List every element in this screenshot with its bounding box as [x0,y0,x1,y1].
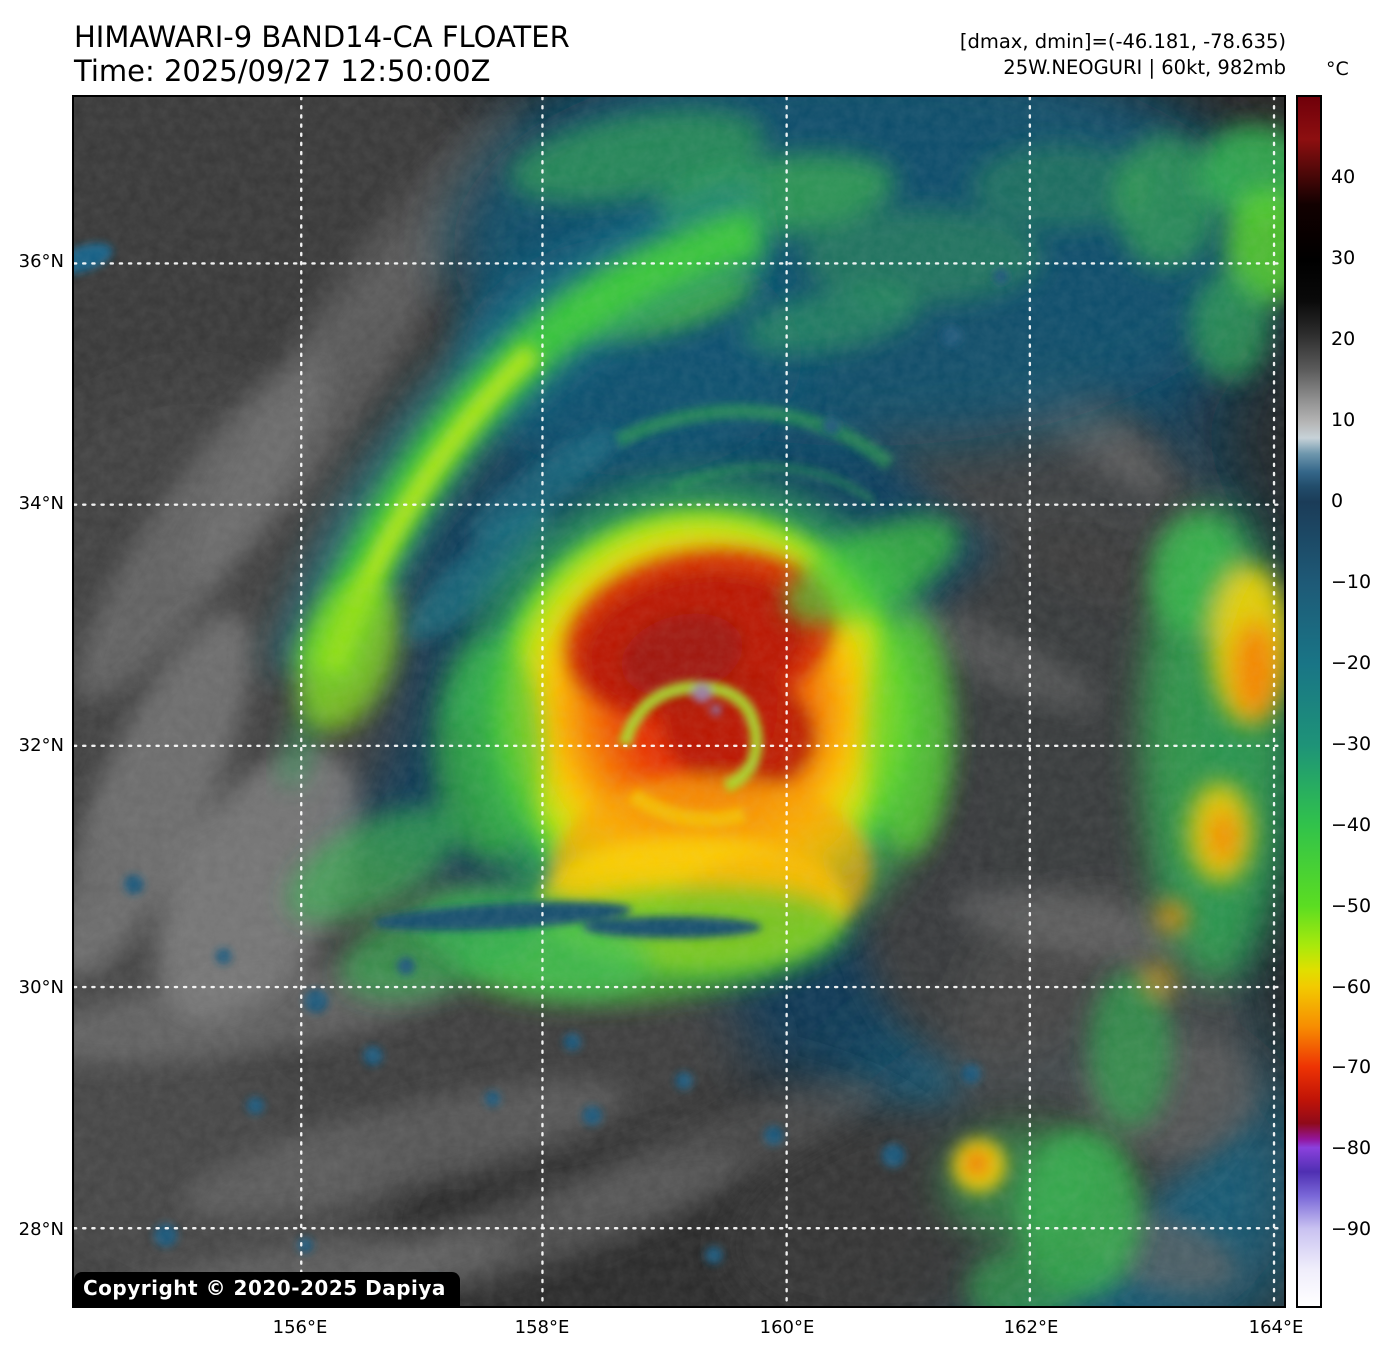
colorbar-tick-20: 20 [1331,328,1356,350]
colorbar-tick-m70: −70 [1331,1056,1372,1078]
colorbar-tick-m90: −90 [1331,1218,1372,1240]
colorbar-tick-m20: −20 [1331,652,1372,674]
graticule [74,97,1284,1306]
colorbar [1296,95,1322,1308]
colorbar-unit-label: °C [1326,58,1349,80]
colorbar-tick-30: 30 [1331,247,1356,269]
page-title: HIMAWARI-9 BAND14-CA FLOATER [74,20,570,54]
lat-tick-32n: 32°N [18,735,64,756]
lon-tick-162e: 162°E [1003,1317,1059,1338]
colorbar-tick-m30: −30 [1331,733,1372,755]
lon-tick-156e: 156°E [272,1317,328,1338]
lat-tick-36n: 36°N [18,251,64,272]
dmax-dmin-annotation: [dmax, dmin]=(-46.181, -78.635) [959,30,1286,53]
lon-tick-160e: 160°E [759,1317,815,1338]
satellite-map: Copyright © 2020-2025 Dapiya [72,95,1286,1308]
timestamp: Time: 2025/09/27 12:50:00Z [74,54,491,88]
lat-tick-30n: 30°N [18,977,64,998]
colorbar-tick-10: 10 [1331,409,1356,431]
colorbar-tick-m60: −60 [1331,976,1372,998]
lat-tick-34n: 34°N [18,493,64,514]
colorbar-tick-m50: −50 [1331,895,1372,917]
sensor-noise-texture [74,97,1284,1306]
colorbar-tick-40: 40 [1331,166,1356,188]
lon-tick-158e: 158°E [514,1317,570,1338]
colorbar-tick-m10: −10 [1331,571,1372,593]
satellite-image [74,97,1284,1306]
colorbar-tick-m80: −80 [1331,1137,1372,1159]
colorbar-tick-0: 0 [1331,490,1344,512]
copyright-badge: Copyright © 2020-2025 Dapiya [74,1272,460,1306]
storm-info-annotation: 25W.NEOGURI | 60kt, 982mb [1003,56,1286,79]
lon-tick-164e: 164°E [1248,1317,1304,1338]
lat-tick-28n: 28°N [18,1219,64,1240]
colorbar-tick-m40: −40 [1331,814,1372,836]
